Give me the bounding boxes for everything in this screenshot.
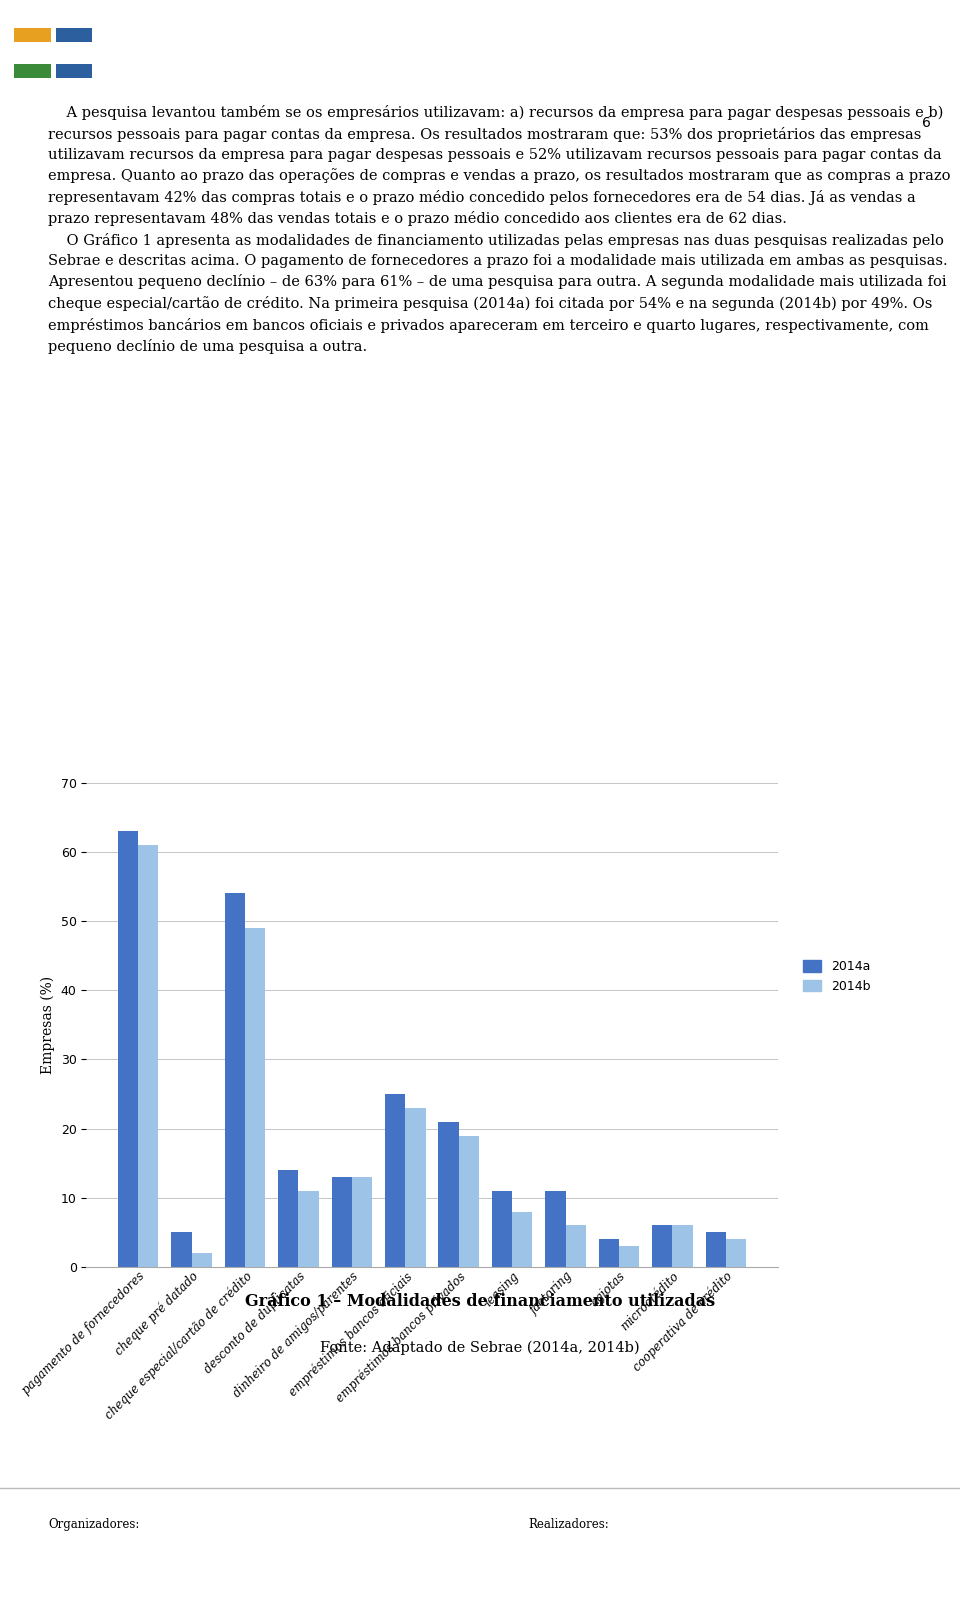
Bar xyxy=(192,1252,212,1267)
Text: Fonte: Adaptado de Sebrae (2014a, 2014b): Fonte: Adaptado de Sebrae (2014a, 2014b) xyxy=(321,1341,639,1356)
Text: e Gestão de Pequenas Empresas: e Gestão de Pequenas Empresas xyxy=(327,60,633,77)
Text: Gráfico 1 – Modalidades de financiamento utilizadas: Gráfico 1 – Modalidades de financiamento… xyxy=(245,1293,715,1311)
Text: 16 a 18 de março de 2016: 16 a 18 de março de 2016 xyxy=(845,61,960,74)
Bar xyxy=(385,1094,405,1267)
Text: IXEGEPE: IXEGEPE xyxy=(14,82,73,95)
Text: Organizadores:: Organizadores: xyxy=(48,1519,139,1532)
Bar xyxy=(599,1240,619,1267)
Bar xyxy=(14,65,51,77)
Bar xyxy=(118,831,138,1267)
Bar xyxy=(331,1177,352,1267)
Bar xyxy=(352,1177,372,1267)
Bar xyxy=(299,1191,319,1267)
Bar xyxy=(619,1246,639,1267)
Bar xyxy=(405,1107,425,1267)
Text: Encontro de Estudos sobre Empreendedorismo: Encontro de Estudos sobre Empreendedoris… xyxy=(260,26,700,44)
Bar xyxy=(706,1233,726,1267)
Bar xyxy=(492,1191,512,1267)
Bar xyxy=(138,846,158,1267)
Text: 6: 6 xyxy=(923,116,931,129)
Bar xyxy=(245,928,265,1267)
Y-axis label: Empresas (%): Empresas (%) xyxy=(40,976,55,1073)
Bar xyxy=(439,1122,459,1267)
Bar xyxy=(278,1170,299,1267)
Bar xyxy=(726,1240,746,1267)
Text: A pesquisa levantou também se os empresários utilizavam: a) recursos da empresa : A pesquisa levantou também se os empresá… xyxy=(48,105,950,353)
Bar xyxy=(56,65,92,77)
Text: Realizadores:: Realizadores: xyxy=(528,1519,609,1532)
Text: Passo Fundo / RS: Passo Fundo / RS xyxy=(845,29,951,42)
Bar xyxy=(459,1136,479,1267)
Legend: 2014a, 2014b: 2014a, 2014b xyxy=(798,955,876,997)
Bar xyxy=(225,894,245,1267)
Bar xyxy=(652,1225,672,1267)
Bar xyxy=(672,1225,693,1267)
Bar xyxy=(565,1225,586,1267)
Bar xyxy=(14,27,51,42)
Bar xyxy=(545,1191,565,1267)
Bar xyxy=(512,1212,533,1267)
Bar xyxy=(56,27,92,42)
Bar xyxy=(171,1233,192,1267)
